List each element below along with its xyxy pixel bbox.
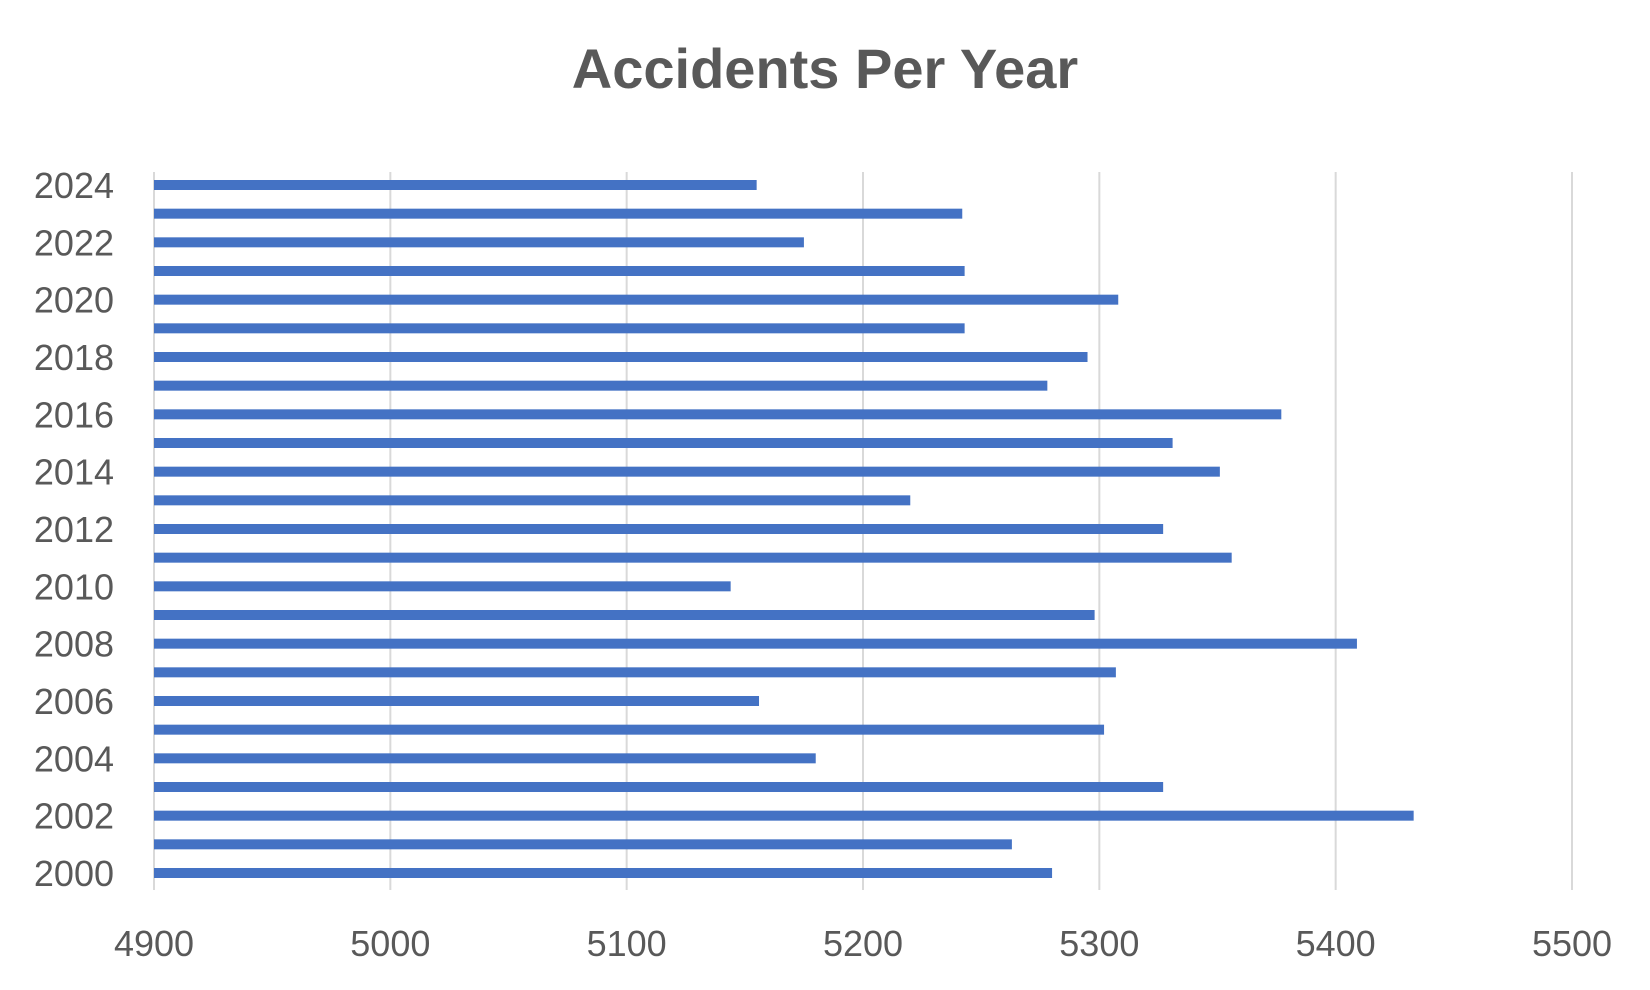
- x-tick-label: 4900: [114, 923, 194, 964]
- bar-2023: [154, 208, 963, 219]
- x-tick-label: 5000: [350, 923, 430, 964]
- bar-2013: [154, 495, 911, 506]
- bar-2018: [154, 352, 1088, 362]
- x-tick-label: 5400: [1296, 923, 1376, 964]
- bar-2007: [154, 667, 1116, 678]
- bar-2017: [154, 380, 1048, 391]
- y-tick-label: 2004: [34, 738, 114, 779]
- y-tick-label: 2008: [34, 624, 114, 665]
- chart-title: Accidents Per Year: [571, 37, 1079, 100]
- y-tick-label: 2000: [34, 853, 114, 894]
- y-tick-label: 2016: [34, 394, 114, 435]
- bar-2005: [154, 724, 1105, 735]
- bar-2009: [154, 610, 1095, 620]
- y-tick-label: 2002: [34, 796, 114, 837]
- bar-2015: [154, 438, 1173, 448]
- bar-2010: [154, 581, 731, 592]
- y-tick-label: 2020: [34, 280, 114, 321]
- bar-2011: [154, 552, 1232, 563]
- y-axis-tick-labels: 2000 2002 2004 2006 2008 2010 2012 2014 2016 2018…: [34, 165, 114, 894]
- y-tick-label: 2006: [34, 681, 114, 722]
- x-tick-label: 5300: [1059, 923, 1139, 964]
- bar-2006: [154, 696, 760, 706]
- y-tick-label: 2014: [34, 452, 114, 493]
- x-tick-label: 5500: [1532, 923, 1612, 964]
- y-tick-label: 2022: [34, 222, 114, 263]
- y-tick-label: 2024: [34, 165, 114, 206]
- bar-2016: [154, 409, 1282, 420]
- x-tick-label: 5100: [587, 923, 667, 964]
- x-axis-tick-labels: 4900 5000 5100 5200 5300 5400 5500: [114, 923, 1612, 964]
- y-tick-label: 2012: [34, 509, 114, 550]
- bar-2021: [154, 266, 965, 276]
- bars: [154, 180, 1414, 878]
- bar-2022: [154, 237, 804, 248]
- bar-2001: [154, 839, 1012, 850]
- bar-2014: [154, 466, 1220, 477]
- bar-2019: [154, 323, 965, 334]
- bar-2008: [154, 638, 1357, 649]
- bar-2004: [154, 753, 816, 764]
- x-tick-label: 5200: [823, 923, 903, 964]
- bar-2003: [154, 782, 1164, 792]
- bar-2002: [154, 810, 1414, 821]
- y-tick-label: 2010: [34, 566, 114, 607]
- bar-2020: [154, 294, 1119, 305]
- bar-2000: [154, 868, 1053, 878]
- bar-2012: [154, 524, 1164, 534]
- y-tick-label: 2018: [34, 337, 114, 378]
- bar-2024: [154, 180, 757, 190]
